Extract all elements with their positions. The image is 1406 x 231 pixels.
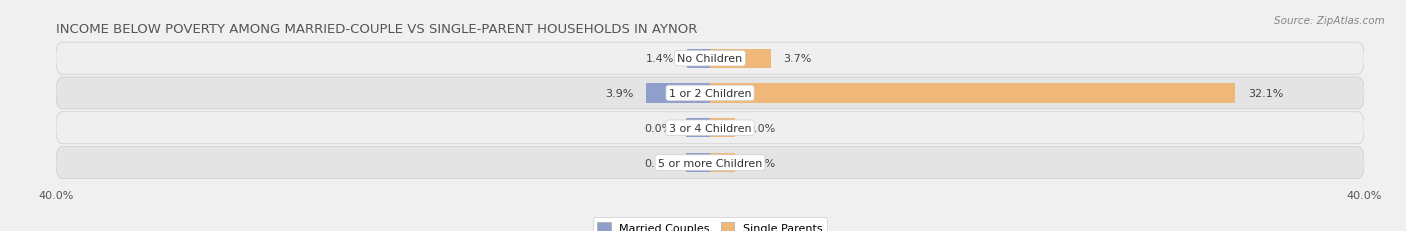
Bar	[688, 49, 710, 68]
Bar	[710, 119, 734, 138]
FancyBboxPatch shape	[56, 147, 1364, 179]
Text: Source: ZipAtlas.com: Source: ZipAtlas.com	[1274, 16, 1385, 26]
FancyBboxPatch shape	[56, 43, 1364, 75]
Text: No Children: No Children	[678, 54, 742, 64]
Bar	[686, 119, 710, 138]
Text: 0.0%: 0.0%	[748, 123, 776, 133]
Text: 3 or 4 Children: 3 or 4 Children	[669, 123, 751, 133]
Text: 0.0%: 0.0%	[644, 158, 672, 168]
Text: 3.7%: 3.7%	[783, 54, 811, 64]
Bar	[710, 153, 734, 172]
Bar	[686, 153, 710, 172]
Text: 32.1%: 32.1%	[1247, 88, 1284, 99]
Text: 0.0%: 0.0%	[644, 123, 672, 133]
Text: 1 or 2 Children: 1 or 2 Children	[669, 88, 751, 99]
Text: 5 or more Children: 5 or more Children	[658, 158, 762, 168]
Text: 3.9%: 3.9%	[605, 88, 633, 99]
Bar	[710, 84, 1234, 103]
Bar	[647, 84, 710, 103]
Text: 1.4%: 1.4%	[645, 54, 673, 64]
FancyBboxPatch shape	[56, 78, 1364, 109]
Text: INCOME BELOW POVERTY AMONG MARRIED-COUPLE VS SINGLE-PARENT HOUSEHOLDS IN AYNOR: INCOME BELOW POVERTY AMONG MARRIED-COUPL…	[56, 23, 697, 36]
Text: 0.0%: 0.0%	[748, 158, 776, 168]
Legend: Married Couples, Single Parents: Married Couples, Single Parents	[593, 217, 827, 231]
FancyBboxPatch shape	[56, 112, 1364, 144]
Bar	[710, 49, 770, 68]
